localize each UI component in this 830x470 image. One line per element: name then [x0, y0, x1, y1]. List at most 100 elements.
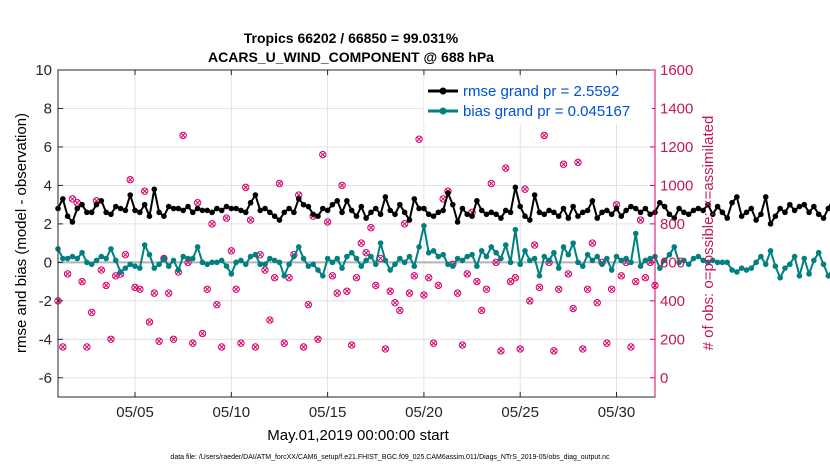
- obs-assimilated-point: [459, 342, 465, 348]
- obs-assimilated-point: [402, 221, 408, 227]
- rmse-point: [295, 196, 302, 202]
- obs-assimilated-point: [541, 132, 547, 138]
- bias-point: [421, 223, 427, 229]
- bias-point: [666, 251, 673, 258]
- bias-point: [599, 261, 605, 268]
- obs-assimilated-point: [435, 282, 441, 288]
- rmse-point: [401, 209, 408, 216]
- bias-point: [811, 257, 817, 264]
- bias-point: [671, 244, 678, 250]
- rmse-point: [416, 205, 422, 212]
- bias-point: [112, 257, 119, 264]
- bias-point: [575, 259, 581, 266]
- rmse-point: [729, 199, 735, 206]
- legend-bias-marker: [439, 107, 447, 115]
- legend-bias-label: bias grand pr = 0.045167: [463, 103, 630, 120]
- bias-point: [546, 257, 552, 264]
- obs-possible-point: [121, 250, 130, 259]
- obs-possible-point: [550, 347, 558, 355]
- bias-point: [103, 255, 109, 262]
- obs-assimilated-point: [373, 282, 379, 288]
- obs-possible-point: [463, 270, 471, 278]
- obs-possible-point: [458, 341, 467, 349]
- y-right-tick-label: 800: [660, 216, 685, 233]
- bias-point: [79, 249, 85, 256]
- obs-possible-point: [617, 272, 625, 280]
- obs-assimilated-point: [315, 336, 321, 342]
- obs-assimilated-point: [642, 275, 648, 281]
- obs-possible-point: [588, 239, 597, 247]
- obs-assimilated-point: [223, 215, 230, 221]
- y-right-tick-label: 1200: [660, 139, 693, 156]
- rmse-point: [406, 217, 413, 223]
- bias-point: [782, 265, 788, 271]
- obs-possible-point: [559, 160, 568, 168]
- obs-possible-point: [160, 254, 168, 263]
- rmse-point: [599, 209, 605, 216]
- bias-point: [141, 242, 148, 248]
- obs-assimilated-point: [209, 221, 215, 227]
- rmse-point: [339, 209, 345, 216]
- obs-possible-point: [357, 239, 366, 247]
- obs-possible-point: [372, 281, 380, 290]
- bias-point: [464, 253, 471, 260]
- rmse-point: [734, 194, 740, 200]
- rmse-point: [618, 213, 625, 219]
- obs-possible-point: [473, 277, 481, 286]
- bias-point: [440, 251, 446, 258]
- bias-point: [358, 263, 365, 270]
- rmse-point: [161, 213, 167, 219]
- bias-point: [199, 259, 206, 266]
- rmse-point: [300, 201, 307, 208]
- obs-possible-point: [169, 335, 178, 343]
- bias-point: [98, 253, 105, 260]
- rmse-point: [132, 207, 138, 214]
- rmse-point: [146, 213, 153, 219]
- obs-possible-point: [102, 281, 110, 290]
- bias-point: [228, 271, 235, 277]
- rmse-point: [637, 209, 644, 216]
- bias-point: [522, 248, 528, 254]
- rmse-point: [488, 209, 495, 216]
- bias-point: [743, 267, 750, 273]
- obs-assimilated-point: [320, 152, 326, 158]
- obs-possible-point: [150, 289, 158, 297]
- obs-assimilated-point: [267, 317, 273, 323]
- bias-point: [474, 263, 480, 270]
- obs-assimilated-point: [397, 307, 403, 313]
- obs-possible-point: [502, 164, 510, 172]
- bias-point: [724, 259, 731, 266]
- rmse-point: [108, 211, 114, 218]
- rmse-point: [252, 192, 259, 198]
- rmse-point: [714, 203, 721, 210]
- obs-possible-point: [540, 131, 548, 140]
- rmse-point: [334, 198, 341, 204]
- x-tick-label: 05/30: [598, 404, 636, 421]
- obs-assimilated-point: [604, 340, 610, 346]
- bias-point: [527, 257, 533, 264]
- obs-assimilated-point: [180, 132, 186, 138]
- x-tick-label: 05/25: [501, 404, 539, 421]
- bias-point: [93, 257, 100, 264]
- rmse-point: [454, 219, 461, 225]
- obs-possible-point: [270, 274, 279, 282]
- obs-assimilated-point: [633, 279, 639, 285]
- bias-point: [815, 249, 822, 256]
- obs-possible-point: [242, 183, 250, 192]
- obs-assimilated-point: [349, 342, 355, 348]
- obs-possible-point: [107, 335, 115, 343]
- rmse-point: [218, 207, 225, 214]
- bias-point: [502, 242, 509, 248]
- y-left-tick-label: -4: [39, 331, 52, 348]
- obs-assimilated-point: [65, 271, 71, 277]
- rmse-point: [685, 211, 692, 218]
- rmse-point: [647, 211, 653, 218]
- rmse-point: [358, 203, 365, 210]
- bias-point: [223, 263, 230, 270]
- bias-point: [170, 257, 177, 264]
- obs-possible-point: [420, 291, 428, 299]
- rmse-point: [507, 209, 514, 216]
- bias-point: [218, 257, 225, 264]
- bias-point: [60, 255, 66, 262]
